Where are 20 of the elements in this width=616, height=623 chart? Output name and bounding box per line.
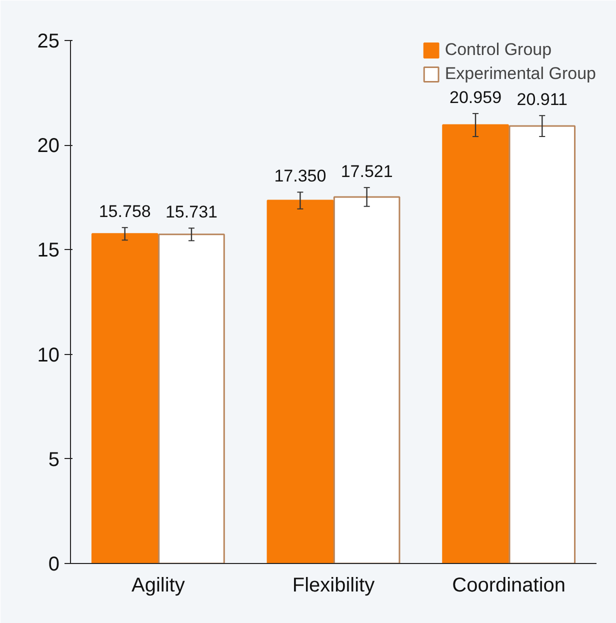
y-tick-label: 15	[37, 240, 60, 262]
bar	[91, 233, 158, 564]
bar	[442, 124, 509, 564]
y-tick-label: 10	[37, 344, 60, 366]
data-label: 17.350	[274, 166, 326, 186]
y-tick-label: 0	[48, 554, 60, 576]
x-tick-label: Flexibility	[292, 574, 375, 596]
data-label: 20.959	[450, 88, 502, 108]
legend-label: Experimental Group	[444, 64, 596, 84]
legend-label: Control Group	[444, 40, 552, 60]
data-label: 15.731	[165, 202, 218, 222]
y-tick-label: 20	[37, 135, 60, 158]
data-label: 20.911	[516, 90, 568, 110]
x-tick-label: Coordination	[452, 574, 566, 596]
data-label: 15.758	[98, 202, 151, 222]
x-tick-label: Agility	[131, 574, 185, 596]
data-label: 17.521	[340, 162, 393, 182]
bar	[266, 200, 334, 564]
y-tick-label: 25	[37, 30, 60, 52]
y-tick-label: 5	[48, 448, 60, 471]
